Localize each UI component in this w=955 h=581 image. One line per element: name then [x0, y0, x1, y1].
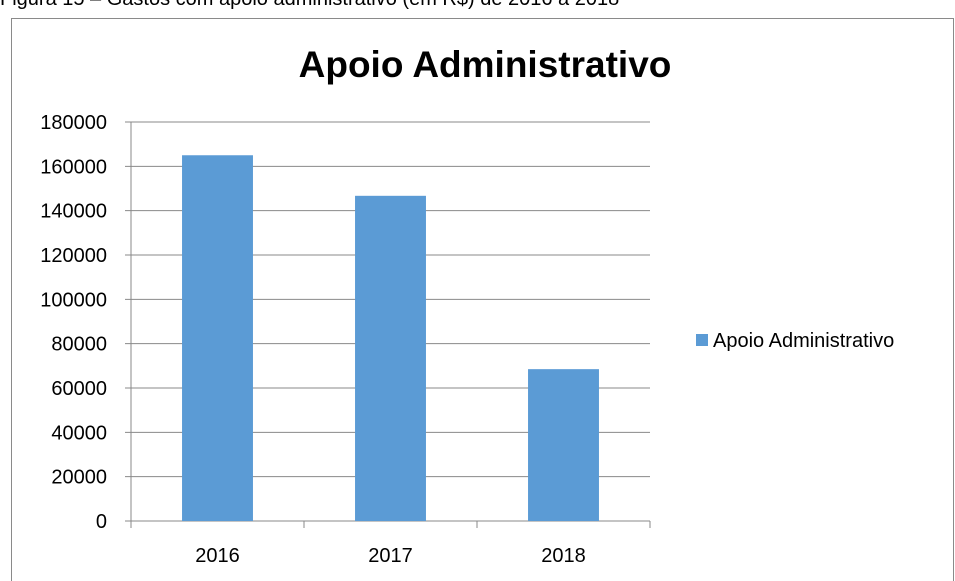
legend-label: Apoio Administrativo — [713, 330, 894, 352]
bar-2018 — [528, 369, 599, 521]
y-axis-ticks: 0 20000 40000 60000 80000 100000 120000 140000 1… — [40, 112, 107, 533]
x-tick-label: 2016 — [195, 545, 240, 567]
y-tick-label: 40000 — [51, 422, 107, 444]
x-tick-label: 2018 — [541, 545, 586, 567]
y-tick-label: 60000 — [51, 378, 107, 400]
y-tick-label: 100000 — [40, 289, 107, 311]
y-tick-label: 80000 — [51, 334, 107, 356]
figure-caption: Figura 15 – Gastos com apoio administrat… — [0, 0, 619, 11]
bars — [182, 155, 599, 521]
bar-2017 — [355, 195, 426, 521]
y-tick-label: 140000 — [40, 201, 107, 223]
y-tick-label: 0 — [96, 511, 107, 533]
legend-swatch — [696, 334, 708, 346]
x-axis-ticks: 2016 2017 2018 — [130, 521, 651, 567]
y-tick-label: 160000 — [40, 156, 107, 178]
chart-title: Apoio Administrativo — [299, 44, 672, 85]
y-tick-label: 20000 — [51, 467, 107, 489]
legend: Apoio Administrativo — [696, 330, 894, 352]
y-tick-label: 180000 — [40, 112, 107, 134]
x-tick-label: 2017 — [368, 545, 413, 567]
y-tick-label: 120000 — [40, 245, 107, 267]
bar-2016 — [182, 155, 253, 521]
